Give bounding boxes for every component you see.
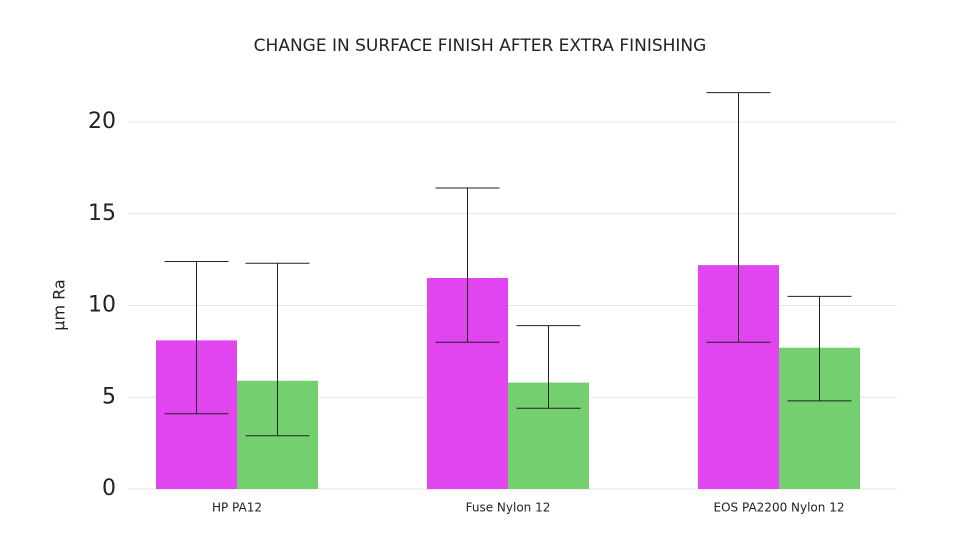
x-tick-label: HP PA12 — [212, 501, 262, 515]
x-tick-label: EOS PA2200 Nylon 12 — [714, 501, 845, 515]
chart-title: CHANGE IN SURFACE FINISH AFTER EXTRA FIN… — [254, 36, 707, 56]
y-tick-label: 10 — [88, 293, 116, 318]
y-tick-label: 5 — [102, 384, 116, 409]
y-tick-label: 15 — [88, 201, 116, 226]
y-tick-label: 0 — [102, 476, 116, 501]
y-axis-label: μm Ra — [50, 279, 69, 330]
y-tick-label: 20 — [88, 109, 116, 134]
x-tick-label: Fuse Nylon 12 — [466, 501, 551, 515]
